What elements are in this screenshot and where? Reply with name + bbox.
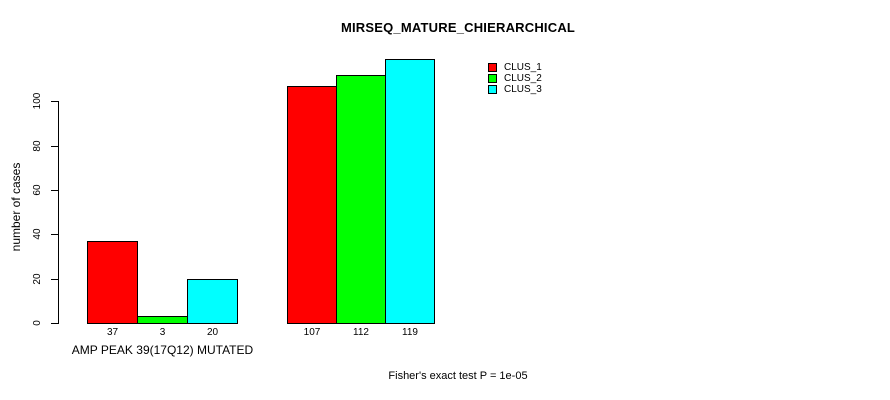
bar-value-label: 20 — [206, 327, 219, 338]
legend-item-label: CLUS_1 — [504, 62, 542, 73]
bar-clus_1-group2 — [287, 86, 337, 324]
bar-value-label: 107 — [303, 327, 321, 338]
y-tick-label: 60 — [32, 184, 43, 196]
legend-item: CLUS_2 — [488, 73, 542, 84]
legend-color-swatch — [488, 63, 497, 72]
y-tick-label: 100 — [32, 92, 43, 110]
y-axis-line — [58, 101, 59, 324]
legend-item: CLUS_1 — [488, 62, 542, 73]
chart-title: MIRSEQ_MATURE_CHIERARCHICAL — [340, 20, 576, 35]
y-tick-label: 0 — [32, 320, 43, 326]
bar-value-label: 3 — [159, 327, 166, 338]
y-tick-label: 40 — [32, 228, 43, 240]
y-axis-label: number of cases — [9, 162, 23, 252]
y-tick-mark — [51, 323, 58, 324]
legend-item-label: CLUS_3 — [504, 84, 542, 95]
x-category-label: AMP PEAK 39(17Q12) MUTATED — [71, 343, 254, 357]
bar-value-label: 112 — [353, 327, 369, 338]
y-tick-mark — [51, 146, 58, 147]
y-tick-label: 20 — [32, 273, 43, 285]
y-tick-label: 80 — [32, 140, 43, 152]
bar-value-label: 119 — [402, 327, 418, 338]
bar-clus_3-group1 — [187, 279, 238, 324]
bar-value-label: 37 — [106, 327, 119, 338]
bar-clus_2-group1 — [137, 316, 188, 324]
y-tick-mark — [51, 234, 58, 235]
legend-item-label: CLUS_2 — [504, 73, 542, 84]
y-tick-mark — [51, 190, 58, 191]
y-tick-mark — [51, 279, 58, 280]
bar-clus_1-group1 — [87, 241, 138, 324]
annotation-fisher-test: Fisher's exact test P = 1e-05 — [388, 370, 528, 382]
bar-clus_3-group2 — [385, 59, 435, 324]
y-tick-mark — [51, 101, 58, 102]
legend-color-swatch — [488, 85, 497, 94]
legend-color-swatch — [488, 74, 497, 83]
legend: CLUS_1 CLUS_2 CLUS_3 — [488, 63, 542, 96]
legend-item: CLUS_3 — [488, 84, 542, 95]
bar-clus_2-group2 — [336, 75, 386, 324]
